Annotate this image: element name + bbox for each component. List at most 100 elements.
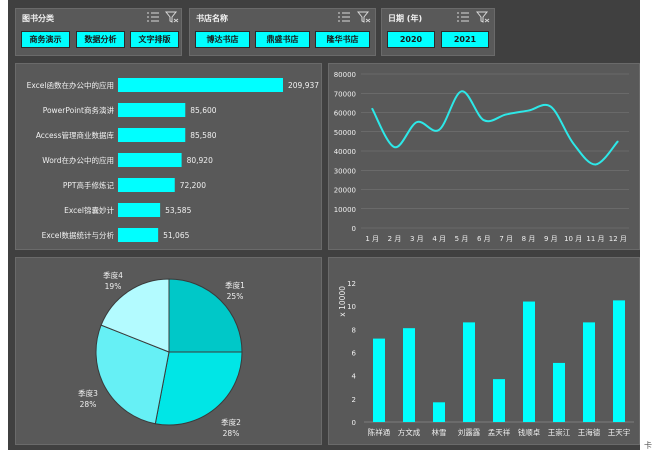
- quarterly-pie-chart-panel: 季度1 25% 季度2 28% 季度3 28% 季度4 19%: [15, 257, 322, 445]
- x-category-label: 林雪: [432, 427, 447, 437]
- slicer-item-longhua-bookstore[interactable]: 隆华书店: [315, 31, 370, 48]
- bar-value-label: 85,580: [190, 131, 216, 140]
- y-tick-label: 12: [347, 280, 356, 288]
- slicer-title: 图书分类: [22, 14, 54, 23]
- bar-category-label: PowerPoint商务演讲: [43, 105, 115, 115]
- bar: [523, 301, 535, 422]
- bar: [118, 228, 159, 242]
- book-sales-bar-chart: Excel函数在办公中的应用 209,937 PowerPoint商务演讲 85,60…: [27, 78, 319, 242]
- bar: [118, 178, 175, 192]
- slicer-year: 日期 (年) 2020 2021: [381, 8, 495, 56]
- bar-value-label: 51,065: [163, 231, 189, 240]
- y-tick-label: 2: [352, 396, 356, 404]
- pie-category-label: 季度1: [225, 280, 245, 290]
- bar-value-label: 72,200: [180, 181, 206, 190]
- slicer-title: 日期 (年): [388, 14, 423, 23]
- bar-value-label: 53,585: [165, 206, 191, 215]
- bar-category-label: Excel函数在办公中的应用: [27, 80, 114, 90]
- slicer-item-2021[interactable]: 2021: [441, 31, 489, 48]
- slicer-title: 书店名称: [196, 14, 228, 23]
- data-point: [594, 163, 597, 166]
- bar: [613, 300, 625, 422]
- bar: [118, 103, 186, 117]
- bar: [118, 128, 186, 142]
- book-sales-bar-chart-panel: Excel函数在办公中的应用 209,937 PowerPoint商务演讲 85,60…: [15, 63, 322, 250]
- data-point: [371, 107, 373, 110]
- quarterly-pie-chart: 季度1 25% 季度2 28% 季度3 28% 季度4 19%: [78, 270, 245, 438]
- slicer-item-dingsheng-bookstore[interactable]: 鼎盛书店: [255, 31, 310, 48]
- bar-category-label: Word在办公中的应用: [42, 155, 114, 165]
- corner-mark: 卡: [644, 441, 652, 450]
- slicer-bookstore: 书店名称 博达书店 鼎盛书店 隆华书店: [189, 8, 376, 56]
- x-tick-label: 1 月: [365, 235, 379, 243]
- salesperson-bar-chart: 0 2 4 6 8 10 12x 10000 陈祥通 方文成 林雪 刘露露 孟天祥 钱顺卓 王崇江 王海德王…: [338, 280, 634, 437]
- multi-select-icon[interactable]: [146, 11, 160, 23]
- pie-slice: [95, 324, 170, 425]
- y-tick-label: 8: [352, 326, 356, 334]
- bar: [118, 153, 182, 167]
- x-category-label: 刘露露: [458, 427, 481, 437]
- pie-percent-label: 28%: [223, 429, 240, 438]
- bar: [583, 322, 595, 422]
- data-point: [617, 140, 619, 143]
- bar: [373, 338, 385, 422]
- x-category-label: 孟天祥: [488, 427, 511, 437]
- bar: [118, 78, 283, 92]
- clear-filter-icon[interactable]: [476, 11, 490, 23]
- pie-category-label: 季度4: [103, 270, 123, 280]
- pie-slice: [154, 351, 243, 426]
- bar-category-label: Access管理商业数据库: [36, 130, 115, 140]
- bar-category-label: Excel数据统计与分析: [42, 230, 115, 240]
- y-tick-label: 10: [347, 303, 356, 311]
- y-tick-label: 20000: [334, 187, 356, 195]
- data-point: [416, 121, 418, 123]
- pie-category-label: 季度3: [78, 388, 98, 398]
- x-tick-label: 9 月: [544, 235, 558, 243]
- bar: [433, 402, 445, 422]
- data-point: [527, 109, 530, 112]
- x-category-label: 方文成: [398, 427, 421, 437]
- data-point: [505, 113, 507, 116]
- y-tick-label: 0: [352, 225, 356, 233]
- slicer-item-data-analysis[interactable]: 数据分析: [76, 31, 125, 48]
- salesperson-bar-chart-panel: 0 2 4 6 8 10 12 x 10000 陈祥通 方文成 林雪 刘露露 孟天祥 钱顺卓 王崇江 王海德王…: [328, 257, 640, 445]
- y-tick-label: 70000: [334, 90, 356, 98]
- bar: [403, 328, 415, 422]
- multi-select-icon[interactable]: [337, 11, 351, 23]
- bar-value-label: 85,600: [190, 106, 216, 115]
- series-line: [371, 90, 619, 166]
- x-tick-label: 2 月: [388, 235, 402, 243]
- x-tick-label: 4 月: [432, 235, 446, 243]
- bar-value-label: 209,937: [288, 81, 319, 90]
- slicer-item-boda-bookstore[interactable]: 博达书店: [195, 31, 250, 48]
- clear-filter-icon[interactable]: [357, 11, 371, 23]
- slicer-item-business-presentation[interactable]: 商务演示: [21, 31, 70, 48]
- x-tick-label: 6 月: [477, 235, 491, 243]
- x-category-label: 钱顺卓: [518, 427, 541, 437]
- x-tick-label: 5 月: [455, 235, 469, 243]
- bar: [463, 322, 475, 422]
- x-tick-label: 7 月: [499, 235, 513, 243]
- bar: [493, 379, 505, 422]
- bar-category-label: PPT高手修炼记: [63, 180, 115, 190]
- y-tick-label: 50000: [334, 129, 356, 137]
- x-category-label: 王崇江: [548, 428, 571, 437]
- bar: [553, 362, 565, 422]
- y-axis-unit-label: x 10000: [338, 286, 347, 317]
- slicer-item-text-layout[interactable]: 文字排版: [130, 31, 179, 48]
- clear-filter-icon[interactable]: [165, 11, 179, 23]
- pie-percent-label: 19%: [105, 282, 122, 291]
- monthly-sales-line-chart: 0 10000 20000 30000 40000 50000 60000 70000 8000…: [334, 71, 629, 243]
- data-point: [550, 105, 552, 108]
- pie-percent-label: 25%: [227, 292, 244, 301]
- bar-value-label: 80,920: [187, 156, 213, 165]
- x-category-label: 陈祥通: [368, 427, 391, 437]
- x-tick-label: 8 月: [522, 235, 536, 243]
- y-tick-label: 30000: [334, 167, 356, 175]
- y-tick-label: 4: [352, 373, 357, 381]
- bar: [118, 203, 161, 217]
- multi-select-icon[interactable]: [456, 11, 470, 23]
- slicer-item-2020[interactable]: 2020: [387, 31, 435, 48]
- slicer-book-category: 图书分类 商务演示 数据分析 文字排版: [15, 8, 182, 56]
- y-tick-label: 40000: [334, 148, 356, 156]
